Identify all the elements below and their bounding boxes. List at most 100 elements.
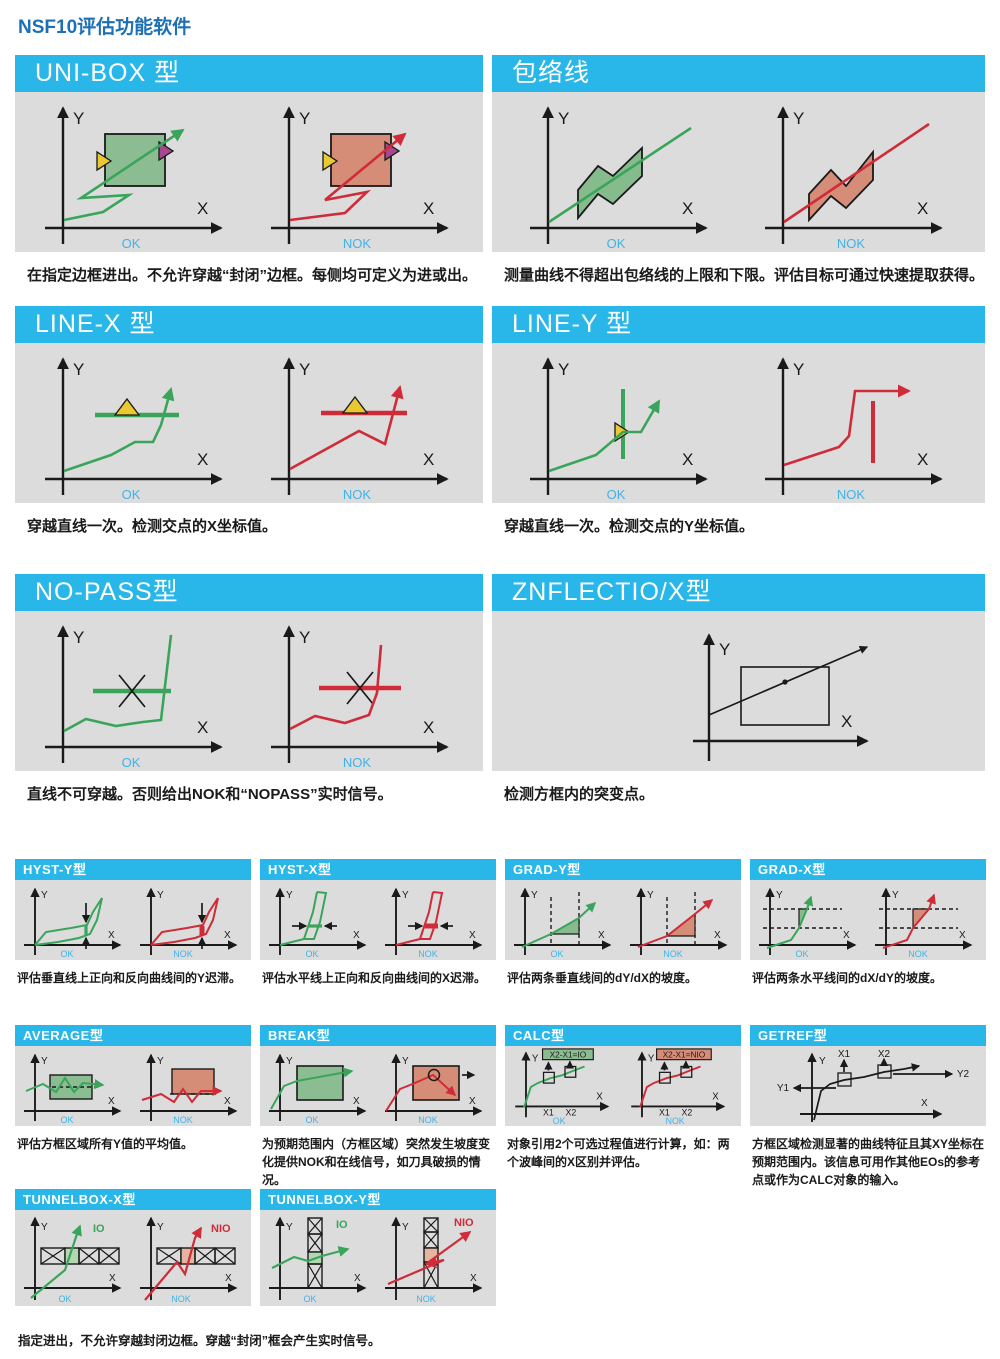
- forward-curve: [395, 891, 434, 946]
- panel-gradx: GRAD-X型 Y X OK: [750, 858, 986, 960]
- cell-hystx: HYST-X型 Y X OK: [260, 858, 496, 987]
- nok-curve: [289, 132, 407, 222]
- grady-chart-area: Y X OK Y X NOK: [505, 879, 741, 960]
- forward-curve: [150, 897, 219, 946]
- cell-linex: LINE-X 型 Y X OK: [15, 306, 483, 537]
- ok-curve: [548, 399, 661, 473]
- return-curve: [420, 890, 444, 940]
- average-ok-chart: Y X OK: [24, 1053, 122, 1125]
- grady-ok-chart: Y X OK: [514, 887, 612, 959]
- gradx-ok-chart: Y X OK: [759, 887, 857, 959]
- x-axis-label: X: [712, 1091, 719, 1102]
- peak-box-1: [542, 1071, 555, 1084]
- y-axis-label: Y: [299, 628, 310, 647]
- eval-box: [296, 1064, 344, 1101]
- return-curve: [34, 897, 103, 946]
- panel-znflectio: ZNFLECTIO/X型 Y X: [492, 573, 985, 771]
- exit-marker-icon: [158, 140, 175, 162]
- y-axis-label: Y: [157, 890, 164, 901]
- row-2: LINE-X 型 Y X OK: [15, 306, 1000, 537]
- caption-calc: 对象引用2个可选过程值进行计算，如：两个波峰间的X区别并评估。: [507, 1136, 730, 1169]
- x1-label: X1: [659, 1107, 670, 1117]
- y1-label: Y1: [776, 1083, 789, 1094]
- ok-curve: [521, 901, 597, 948]
- x-axis-label: X: [596, 1091, 603, 1102]
- panel-grady: GRAD-Y型 Y X OK: [505, 858, 741, 960]
- ok-label: OK: [795, 949, 808, 959]
- break-ok-chart: Y X OK: [269, 1053, 367, 1125]
- nok-curve: [141, 1085, 223, 1104]
- panel-title-tunnelboxx: TUNNELBOX-X型: [15, 1188, 251, 1210]
- cell-average: AVERAGE型 Y X OK: [15, 1024, 251, 1153]
- y-axis-label: Y: [402, 890, 409, 901]
- x-axis-label: X: [353, 930, 360, 941]
- nok-label: NOK: [663, 949, 683, 959]
- ok-curve: [270, 1067, 354, 1110]
- liney-ok-chart: Y X OK: [530, 357, 709, 502]
- unibox-nok-chart: Y X NOK: [271, 106, 449, 251]
- cell-break: BREAK型 Y X OK Y: [260, 1024, 496, 1189]
- caption-envelope: 测量曲线不得超出包络线的上限和下限。评估目标可通过快速提取获得。: [504, 267, 985, 284]
- x-axis-label: X: [423, 450, 434, 469]
- return-arrow-icon: [425, 1257, 437, 1269]
- caption-liney: 穿越直线一次。检测交点的Y坐标值。: [504, 518, 755, 536]
- tunnelboxx-ok-chart: IO Y X OK: [24, 1216, 122, 1304]
- panel-title-hysty: HYST-Y型: [15, 858, 251, 880]
- io-label: IO: [93, 1223, 105, 1235]
- ok-curve: [271, 1245, 350, 1269]
- unibox-ok-chart: Y X OK: [45, 106, 223, 251]
- linex-nok-chart: Y X NOK: [271, 357, 449, 502]
- x-axis-label: X: [109, 1273, 116, 1284]
- x-axis-label: X: [917, 450, 928, 469]
- x-axis-label: X: [353, 1096, 360, 1107]
- average-nok-chart: Y X NOK: [140, 1053, 238, 1125]
- linex-chart-area: Y X OK Y X NOK: [15, 343, 483, 504]
- panel-calc: CALC型 X2-X1=IO X1 X2 Y X OK: [505, 1024, 741, 1126]
- y-axis-label: Y: [719, 640, 730, 659]
- result-label: X2-X1=NIO: [663, 1049, 706, 1059]
- nok-label: NOK: [173, 949, 193, 959]
- tunnel-bar: [40, 1247, 120, 1265]
- ok-label: OK: [305, 1115, 318, 1125]
- hysty-nok-chart: Y X NOK: [140, 887, 238, 959]
- nok-label: NOK: [173, 1115, 193, 1125]
- result-box: [656, 1048, 712, 1060]
- nok-label: NOK: [171, 1294, 191, 1304]
- ok-label: OK: [303, 1294, 316, 1304]
- ok-curve: [523, 1065, 585, 1108]
- y-axis-label: Y: [286, 1056, 293, 1067]
- cell-gradx: GRAD-X型 Y X OK: [750, 858, 986, 987]
- eval-box: [412, 1064, 460, 1101]
- trigger-marker-icon: [341, 396, 369, 414]
- ok-curve: [63, 128, 185, 222]
- nopass-ok-chart: Y X OK: [45, 624, 223, 770]
- break-nok-chart: Y X NOK: [385, 1053, 483, 1125]
- liney-nok-chart: Y X NOK: [764, 357, 943, 502]
- ok-curve: [25, 1075, 105, 1094]
- x-axis-label: X: [423, 199, 434, 218]
- panel-title-nopass: NO-PASS型: [15, 573, 483, 611]
- nok-label: NOK: [418, 1115, 438, 1125]
- y2-label: Y2: [956, 1069, 969, 1080]
- panel-title-average: AVERAGE型: [15, 1024, 251, 1046]
- caption-average: 评估方框区域所有Y值的平均值。: [17, 1136, 194, 1151]
- panel-title-unibox: UNI-BOX 型: [15, 55, 483, 92]
- ok-label: OK: [60, 949, 73, 959]
- nok-curve: [882, 893, 936, 949]
- grady-nok-chart: Y X NOK: [630, 887, 728, 959]
- gradx-nok-chart: Y X NOK: [875, 887, 973, 959]
- nok-label: NOK: [343, 236, 372, 251]
- hysty-chart-area: Y X OK Y X NOK: [15, 879, 251, 960]
- hystx-nok-chart: Y X NOK: [385, 887, 483, 959]
- panel-average: AVERAGE型 Y X OK: [15, 1024, 251, 1126]
- x-axis-label: X: [197, 718, 208, 737]
- x-axis-label: X: [224, 1096, 231, 1107]
- tunnelboxy-nok-chart: NIO Y X NOK: [385, 1216, 483, 1304]
- average-chart-area: Y X OK Y X NOK: [15, 1045, 251, 1126]
- ok-curve: [30, 1224, 82, 1299]
- znflectio-chart-area: Y X: [492, 610, 985, 771]
- x-axis-label: X: [917, 199, 928, 218]
- ok-label: OK: [122, 236, 141, 251]
- x-axis-label: X: [841, 712, 852, 731]
- panel-title-getref: GETREF型: [750, 1024, 986, 1046]
